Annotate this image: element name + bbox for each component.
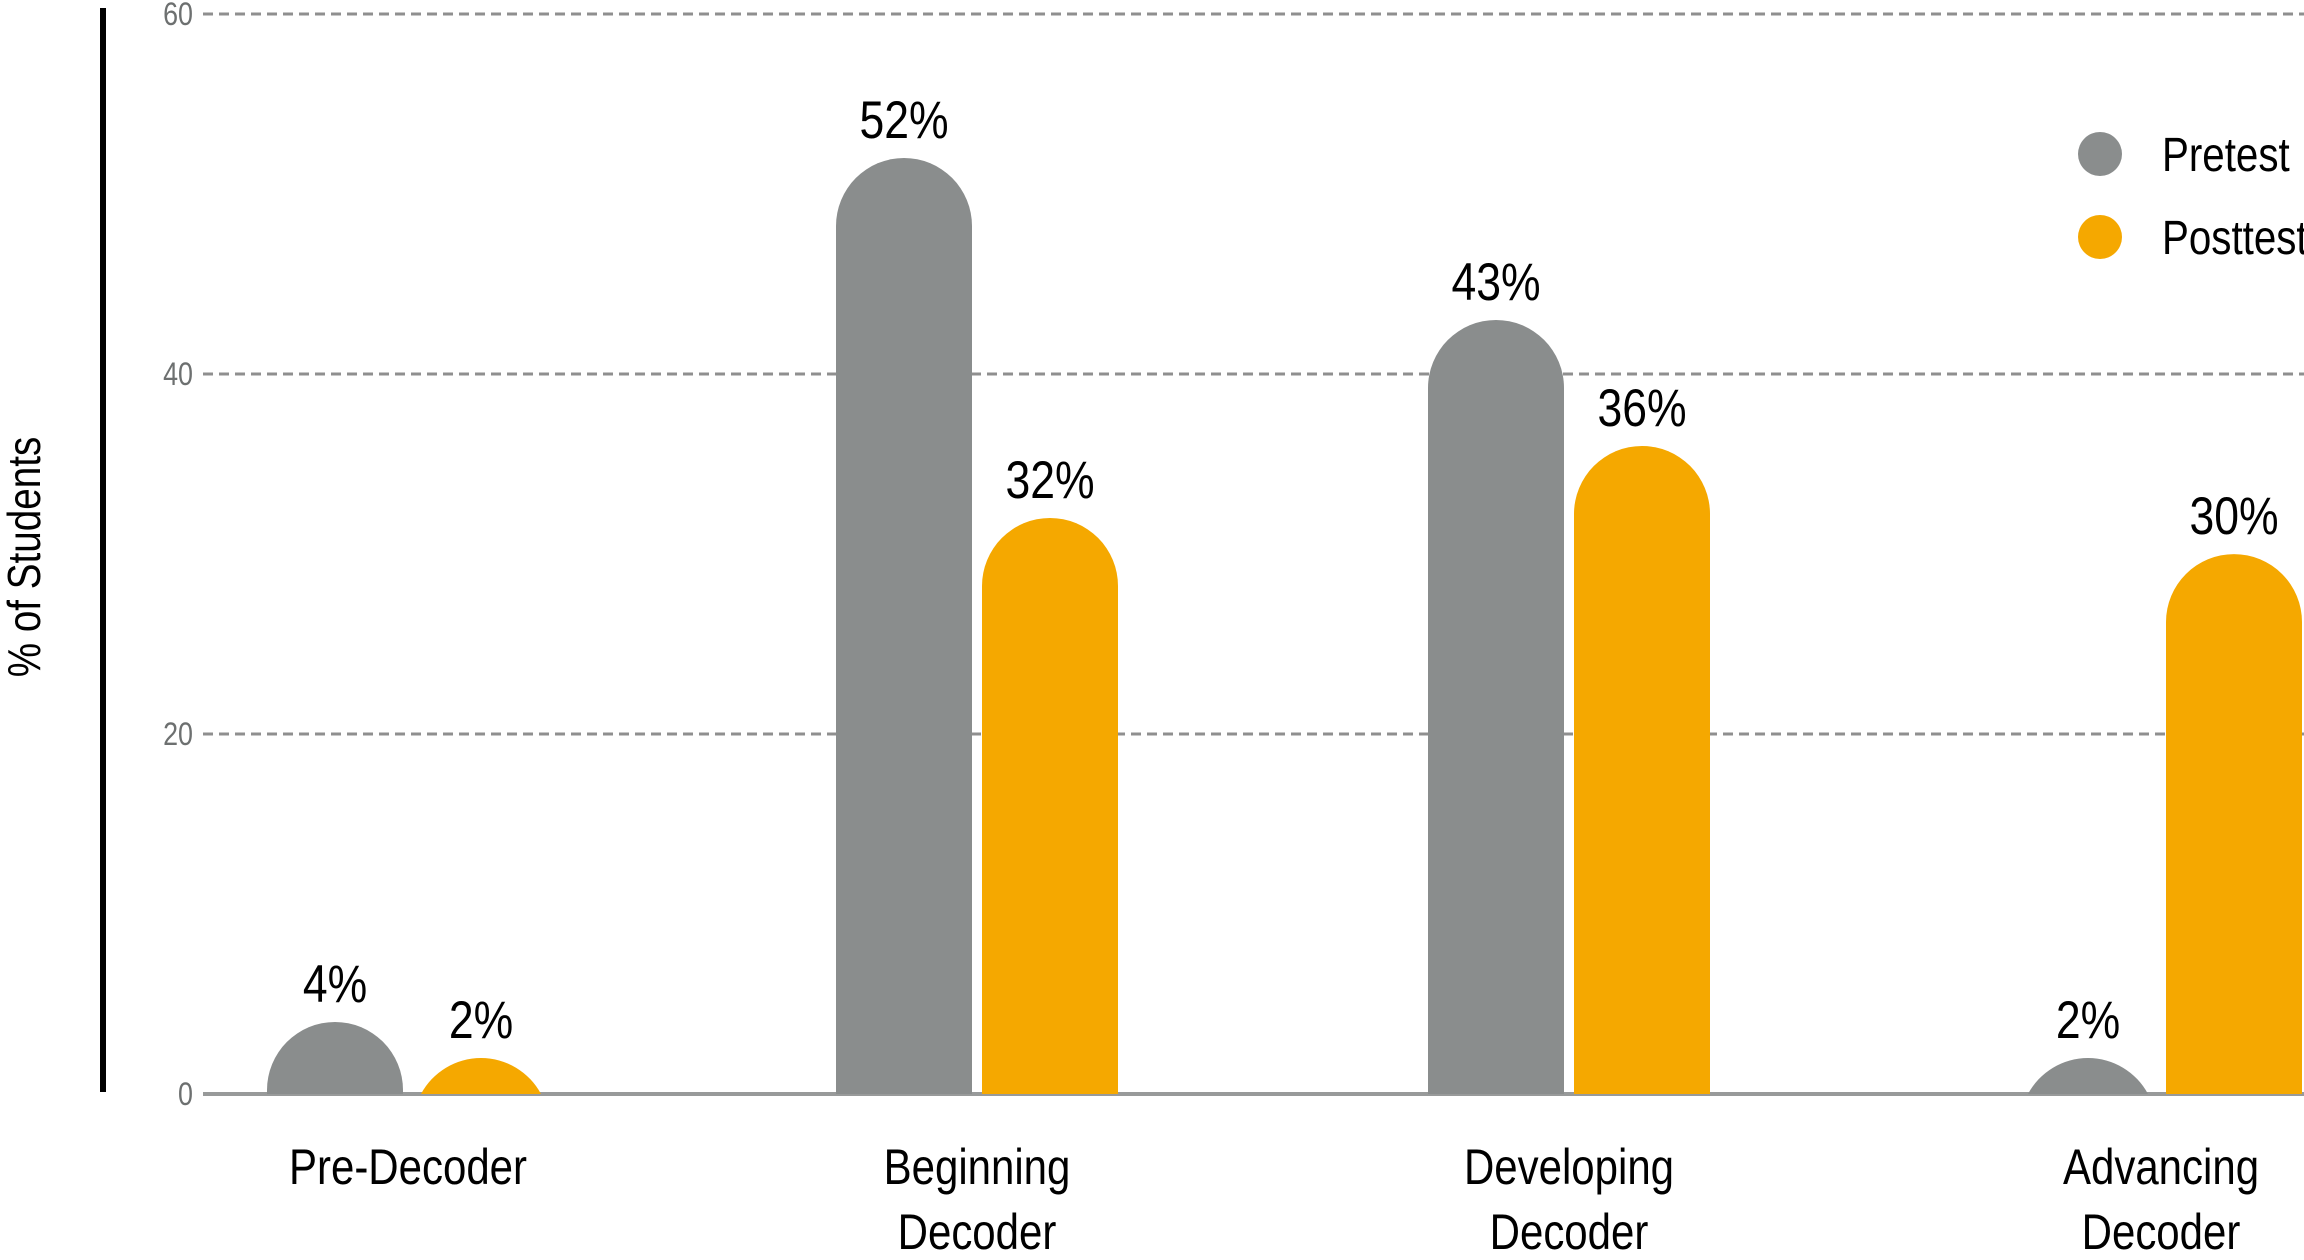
category-label-line-1: Developing bbox=[1464, 1139, 1674, 1195]
value-label-posttest-beginning: 32% bbox=[1005, 451, 1094, 509]
bar-pretest-advancing bbox=[2028, 1058, 2148, 1094]
category-label-line-2: Decoder bbox=[2082, 1204, 2241, 1260]
category-label-beginning: Beginning Decoder bbox=[884, 1139, 1071, 1260]
category-label-line-2: Decoder bbox=[1490, 1204, 1649, 1260]
legend-label-pretest: Pretest bbox=[2162, 129, 2290, 182]
category-label-line-1: Pre-Decoder bbox=[289, 1139, 527, 1195]
legend-item-posttest: Posttest bbox=[2078, 212, 2304, 265]
value-label-posttest-advancing: 30% bbox=[2189, 487, 2278, 545]
category-label-line-1: Advancing bbox=[2063, 1139, 2259, 1195]
value-label-pretest-beginning: 52% bbox=[859, 91, 948, 149]
category-label-line-2: Decoder bbox=[898, 1204, 1057, 1260]
bar-posttest-beginning bbox=[982, 518, 1118, 1094]
y-tick-label-40: 40 bbox=[163, 357, 193, 393]
bar-posttest-developing bbox=[1574, 446, 1710, 1094]
legend-label-posttest: Posttest bbox=[2162, 212, 2304, 265]
y-tick-label-60: 60 bbox=[163, 0, 193, 33]
y-axis-title: % of Students bbox=[0, 437, 50, 678]
legend-swatch-pretest-icon bbox=[2078, 132, 2122, 176]
y-tick-label-20: 20 bbox=[163, 717, 193, 753]
bar-pretest-pre-decoder bbox=[267, 1022, 403, 1094]
legend-item-pretest: Pretest bbox=[2078, 129, 2290, 182]
category-label-developing: Developing Decoder bbox=[1464, 1139, 1674, 1260]
bar-pretest-beginning bbox=[836, 158, 972, 1094]
bar-posttest-pre-decoder bbox=[421, 1058, 541, 1094]
value-label-pretest-advancing: 2% bbox=[2056, 991, 2120, 1049]
bar-posttest-advancing bbox=[2166, 554, 2302, 1094]
legend: Pretest Posttest bbox=[2078, 129, 2304, 265]
category-label-pre-decoder: Pre-Decoder bbox=[289, 1139, 527, 1195]
category-label-line-1: Beginning bbox=[884, 1139, 1071, 1195]
value-label-pretest-pre-decoder: 4% bbox=[303, 955, 367, 1013]
category-label-advancing: Advancing Decoder bbox=[2063, 1139, 2259, 1260]
legend-swatch-posttest-icon bbox=[2078, 215, 2122, 259]
value-label-posttest-pre-decoder: 2% bbox=[449, 991, 513, 1049]
bar-pretest-developing bbox=[1428, 320, 1564, 1094]
value-label-pretest-developing: 43% bbox=[1451, 253, 1540, 311]
value-label-posttest-developing: 36% bbox=[1597, 379, 1686, 437]
y-tick-label-0: 0 bbox=[178, 1077, 193, 1113]
